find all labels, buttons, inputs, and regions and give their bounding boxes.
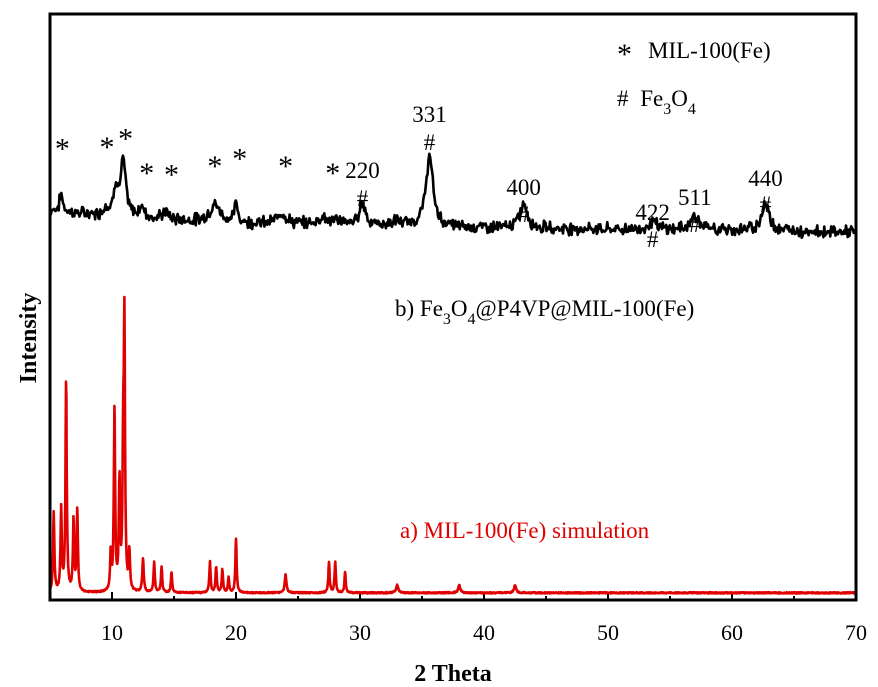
- series-lines: [48, 152, 858, 595]
- hash-marker: #: [424, 130, 436, 155]
- x-tick-label: 70: [845, 620, 867, 645]
- hkl-label: 511: [678, 185, 712, 210]
- peak-star-marker: *: [278, 150, 293, 183]
- peak-star-marker: *: [164, 159, 179, 192]
- hkl-label: 400: [506, 175, 541, 200]
- x-tick-label: 20: [225, 620, 247, 645]
- hash-marker: #: [760, 192, 772, 217]
- series-line: [48, 152, 856, 240]
- legend-fe3o4-label: # Fe3O4: [617, 86, 696, 118]
- x-axis-title: 2 Theta: [414, 661, 492, 687]
- peak-star-marker: *: [118, 122, 133, 155]
- plot-frame: [48, 12, 858, 602]
- hash-marker: #: [518, 202, 530, 227]
- series-line: [48, 295, 858, 595]
- hkl-label: 220: [345, 158, 380, 183]
- legend-hash-symbol: #: [617, 86, 629, 111]
- legend-star-symbol: *: [617, 38, 632, 71]
- hash-marker: #: [357, 186, 369, 211]
- series-a-label: a) MIL-100(Fe) simulation: [400, 518, 650, 543]
- peak-star-marker: *: [139, 157, 154, 190]
- peak-star-marker: *: [100, 131, 115, 164]
- peak-star-marker: *: [207, 150, 222, 183]
- x-tick-label: 60: [721, 620, 743, 645]
- hkl-label: 422: [635, 200, 670, 225]
- peak-star-marker: *: [232, 143, 247, 176]
- series-b-label: b) Fe3O4@P4VP@MIL-100(Fe): [395, 296, 694, 328]
- annotations: * * ** * * * * * 220#331#400# 422#511#440#: [55, 102, 783, 252]
- x-tick-label: 10: [101, 620, 123, 645]
- legend-mil100-label: MIL-100(Fe): [648, 38, 771, 63]
- x-tick-label: 30: [349, 620, 371, 645]
- hash-marker: #: [647, 227, 659, 252]
- peak-star-marker: *: [55, 133, 70, 166]
- hkl-label: 440: [748, 166, 783, 191]
- x-tick-label: 50: [597, 620, 619, 645]
- axis-ticks: 10 20 30 40 50 60 70: [49, 592, 867, 645]
- hkl-label: 331: [412, 102, 447, 127]
- y-axis-title: Intensity: [16, 293, 42, 384]
- hash-marker: #: [689, 212, 701, 237]
- x-tick-label: 40: [473, 620, 495, 645]
- peak-star-marker: *: [325, 157, 340, 190]
